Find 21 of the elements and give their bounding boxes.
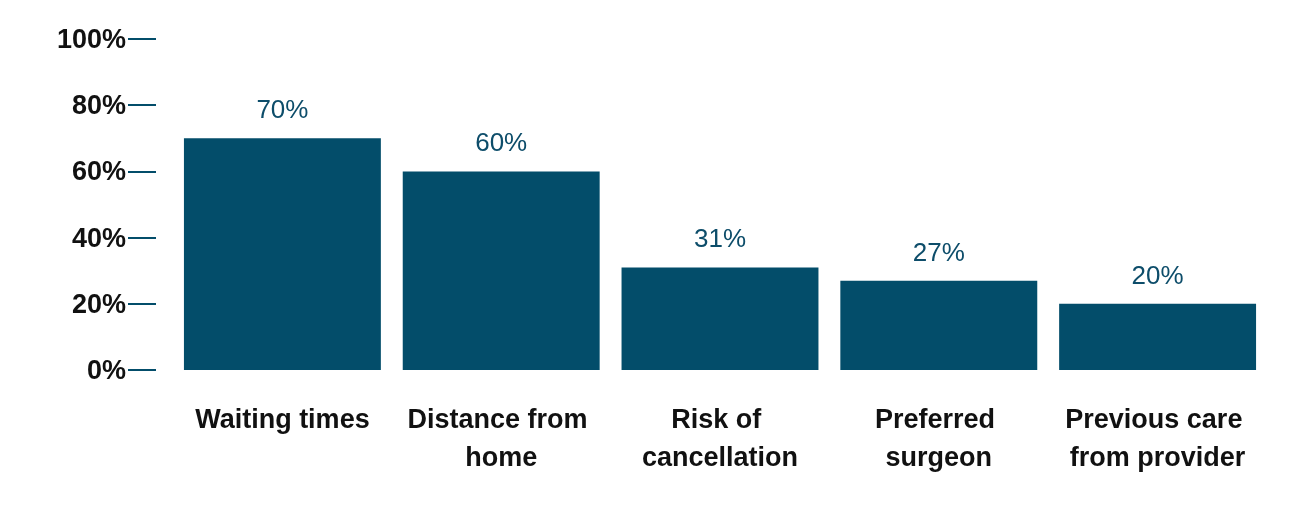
y-tick-label: 40% [71,222,126,253]
x-tick-label: Distance from home [407,404,595,472]
y-tick-label: 20% [71,288,126,319]
bar [621,267,819,370]
y-tick-label: 80% [71,90,126,121]
data-label: 60% [475,127,528,158]
bar [402,171,600,370]
y-tick-label: 100% [56,24,126,54]
bar [840,280,1038,370]
data-label: 27% [912,236,965,267]
bar [1059,303,1257,370]
x-tick-label: Previous care from provider [1065,404,1250,472]
x-tick-label: Risk of cancellation [641,404,799,472]
data-label: 31% [693,223,747,254]
y-tick-label: 60% [71,156,126,187]
data-label: 20% [1131,259,1184,290]
bar [183,138,381,370]
y-tick-label: 0% [86,355,126,385]
data-label: 70% [256,94,309,125]
x-tick-label: Waiting times [195,404,370,434]
x-tick-label: Preferred surgeon [875,404,1003,472]
